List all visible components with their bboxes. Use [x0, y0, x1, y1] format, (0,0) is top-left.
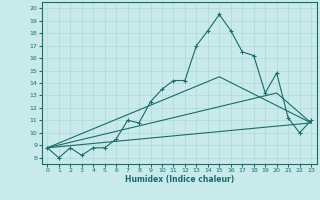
- X-axis label: Humidex (Indice chaleur): Humidex (Indice chaleur): [124, 175, 234, 184]
